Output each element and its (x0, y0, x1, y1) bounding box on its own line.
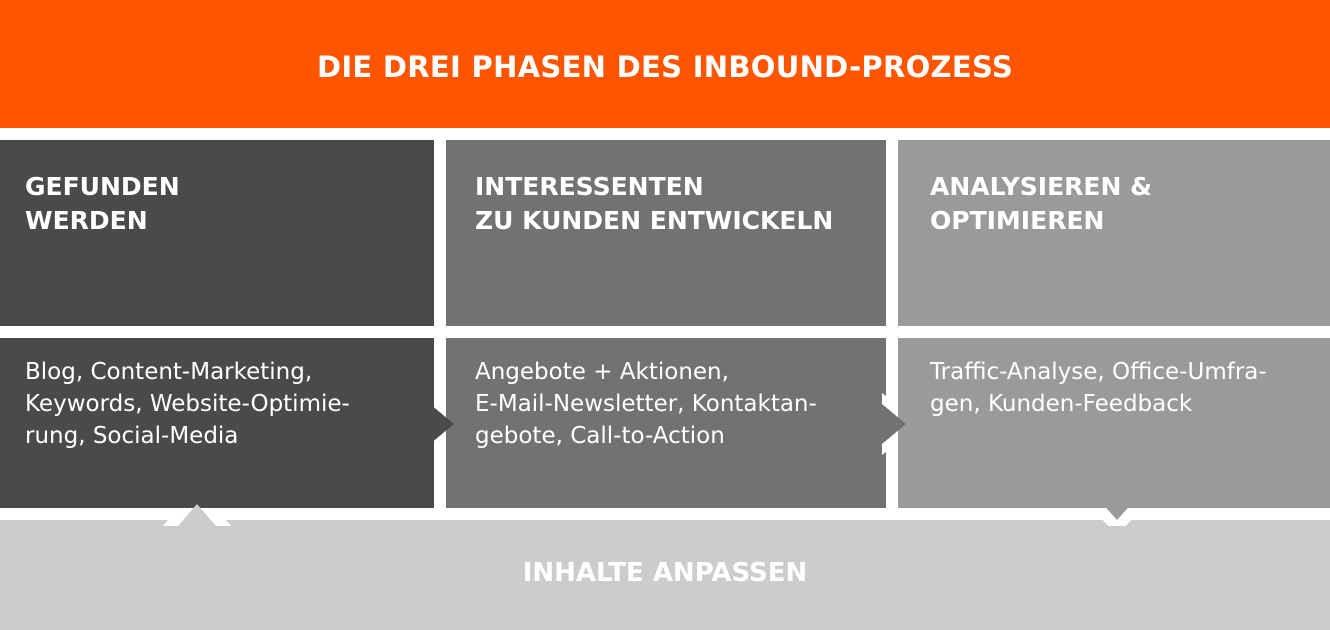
header-bar (0, 0, 1330, 128)
phase-2-body: Angebote + Aktionen, E-Mail-Newsletter, … (475, 359, 817, 449)
phase-3-heading: ANALYSIEREN & OPTIMIEREN (930, 172, 1152, 235)
footer-label: INHALTE ANPASSEN (522, 558, 808, 588)
phase-2-heading: INTERESSENTEN ZU KUNDEN ENTWICKELN (475, 172, 834, 235)
phase-3-body-cover (898, 338, 1330, 508)
arrow-fill (178, 504, 216, 526)
phase-1-body: Blog, Content-Marketing, Keywords, Websi… (25, 359, 350, 449)
phase-1-heading: GEFUNDEN WERDEN (25, 172, 180, 235)
phase-2-body-cover (446, 338, 882, 508)
phase-3-body: Traffic-Analyse, Office-Umfra- gen, Kund… (930, 359, 1267, 417)
phase-1-header-box (0, 140, 434, 326)
footer-cover (0, 526, 1330, 630)
notch-fill (898, 398, 918, 450)
notch-fill (446, 398, 466, 450)
phase-3-header-box (898, 140, 1330, 326)
page-title: DIE DREI PHASEN DES INBOUND-PROZESS (316, 50, 1014, 84)
phase-1-body-box (0, 338, 434, 508)
arrow-fill (882, 404, 906, 444)
arrow-fill (430, 404, 454, 444)
phase-2-header-box (446, 140, 886, 326)
arrow-fill (1099, 500, 1135, 520)
